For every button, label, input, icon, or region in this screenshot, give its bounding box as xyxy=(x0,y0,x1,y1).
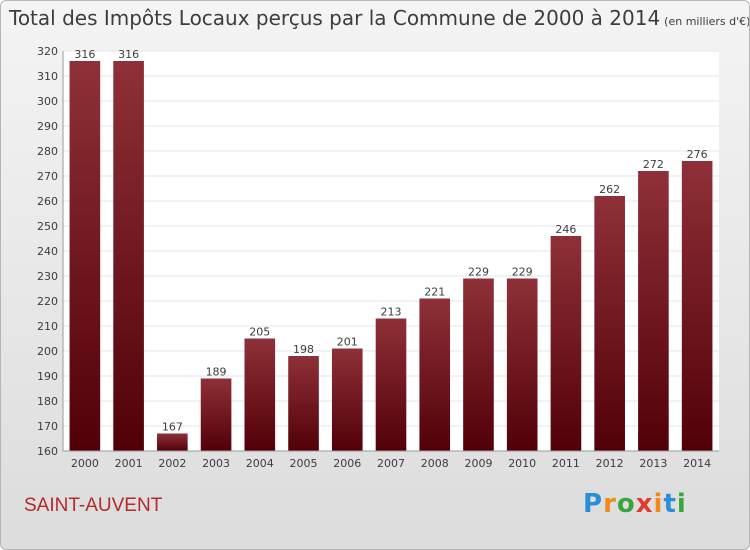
bar xyxy=(331,348,363,451)
chart-title: Total des Impôts Locaux perçus par la Co… xyxy=(9,6,661,30)
y-tick-label: 290 xyxy=(37,120,58,133)
x-tick-label: 2005 xyxy=(290,457,318,470)
data-label: 316 xyxy=(118,48,139,61)
logo-letter: t xyxy=(663,489,677,519)
y-tick-label: 230 xyxy=(37,270,58,283)
y-tick-label: 240 xyxy=(37,245,58,258)
data-label: 198 xyxy=(293,343,314,356)
proxiti-logo[interactable]: Proxiti xyxy=(583,489,687,519)
data-label: 229 xyxy=(512,266,533,279)
y-tick-label: 300 xyxy=(37,95,58,108)
y-tick-label: 170 xyxy=(37,420,58,433)
logo-letter: r xyxy=(603,489,617,519)
data-label: 205 xyxy=(249,326,270,339)
bar xyxy=(681,161,713,451)
data-label: 229 xyxy=(468,266,489,279)
data-label: 213 xyxy=(381,306,402,319)
commune-name: SAINT-AUVENT xyxy=(24,495,163,516)
x-tick-label: 2008 xyxy=(421,457,449,470)
y-tick-label: 220 xyxy=(37,295,58,308)
bar xyxy=(157,433,188,451)
x-tick-label: 2003 xyxy=(202,457,230,470)
x-tick-label: 2007 xyxy=(377,457,405,470)
x-tick-label: 2001 xyxy=(115,457,143,470)
bar xyxy=(375,318,407,451)
bar xyxy=(288,356,319,451)
bar xyxy=(594,196,625,451)
y-tick-label: 280 xyxy=(37,145,58,158)
y-tick-label: 310 xyxy=(37,70,58,83)
bar xyxy=(200,378,232,451)
x-tick-label: 2002 xyxy=(158,457,186,470)
y-tick-label: 190 xyxy=(37,370,58,383)
y-tick-label: 180 xyxy=(37,395,58,408)
data-label: 272 xyxy=(643,158,664,171)
bar xyxy=(463,278,494,451)
chart-subtitle: (en milliers d'€) xyxy=(664,15,750,28)
chart-title-line: Total des Impôts Locaux perçus par la Co… xyxy=(9,6,750,30)
x-tick-label: 2009 xyxy=(464,457,492,470)
x-tick-label: 2000 xyxy=(71,457,99,470)
logo-letter: i xyxy=(653,489,664,519)
data-label: 316 xyxy=(74,48,95,61)
bar xyxy=(419,298,451,451)
data-label: 201 xyxy=(337,336,358,349)
bar xyxy=(638,171,669,451)
logo-letter: o xyxy=(616,489,636,519)
y-tick-label: 200 xyxy=(37,345,58,358)
bar xyxy=(506,278,538,451)
bar xyxy=(550,236,582,451)
data-label: 276 xyxy=(687,148,708,161)
data-label: 167 xyxy=(162,421,183,434)
x-tick-label: 2004 xyxy=(246,457,274,470)
logo-letter: P xyxy=(583,489,604,519)
x-tick-label: 2011 xyxy=(552,457,580,470)
data-label: 221 xyxy=(424,286,445,299)
x-tick-label: 2012 xyxy=(596,457,624,470)
y-tick-label: 250 xyxy=(37,220,58,233)
logo-letter: i xyxy=(676,489,687,519)
y-tick-label: 320 xyxy=(37,45,58,58)
y-tick-label: 160 xyxy=(37,445,58,458)
data-label: 262 xyxy=(599,183,620,196)
bar xyxy=(244,338,276,451)
bar xyxy=(69,61,101,451)
data-label: 246 xyxy=(555,223,576,236)
x-tick-label: 2006 xyxy=(333,457,361,470)
y-tick-label: 210 xyxy=(37,320,58,333)
y-tick-label: 260 xyxy=(37,195,58,208)
logo-letter: x xyxy=(635,489,654,519)
x-tick-label: 2010 xyxy=(508,457,536,470)
x-tick-label: 2014 xyxy=(683,457,711,470)
bar xyxy=(113,61,144,451)
y-tick-label: 270 xyxy=(37,170,58,183)
data-label: 189 xyxy=(206,366,227,379)
x-tick-label: 2013 xyxy=(639,457,667,470)
